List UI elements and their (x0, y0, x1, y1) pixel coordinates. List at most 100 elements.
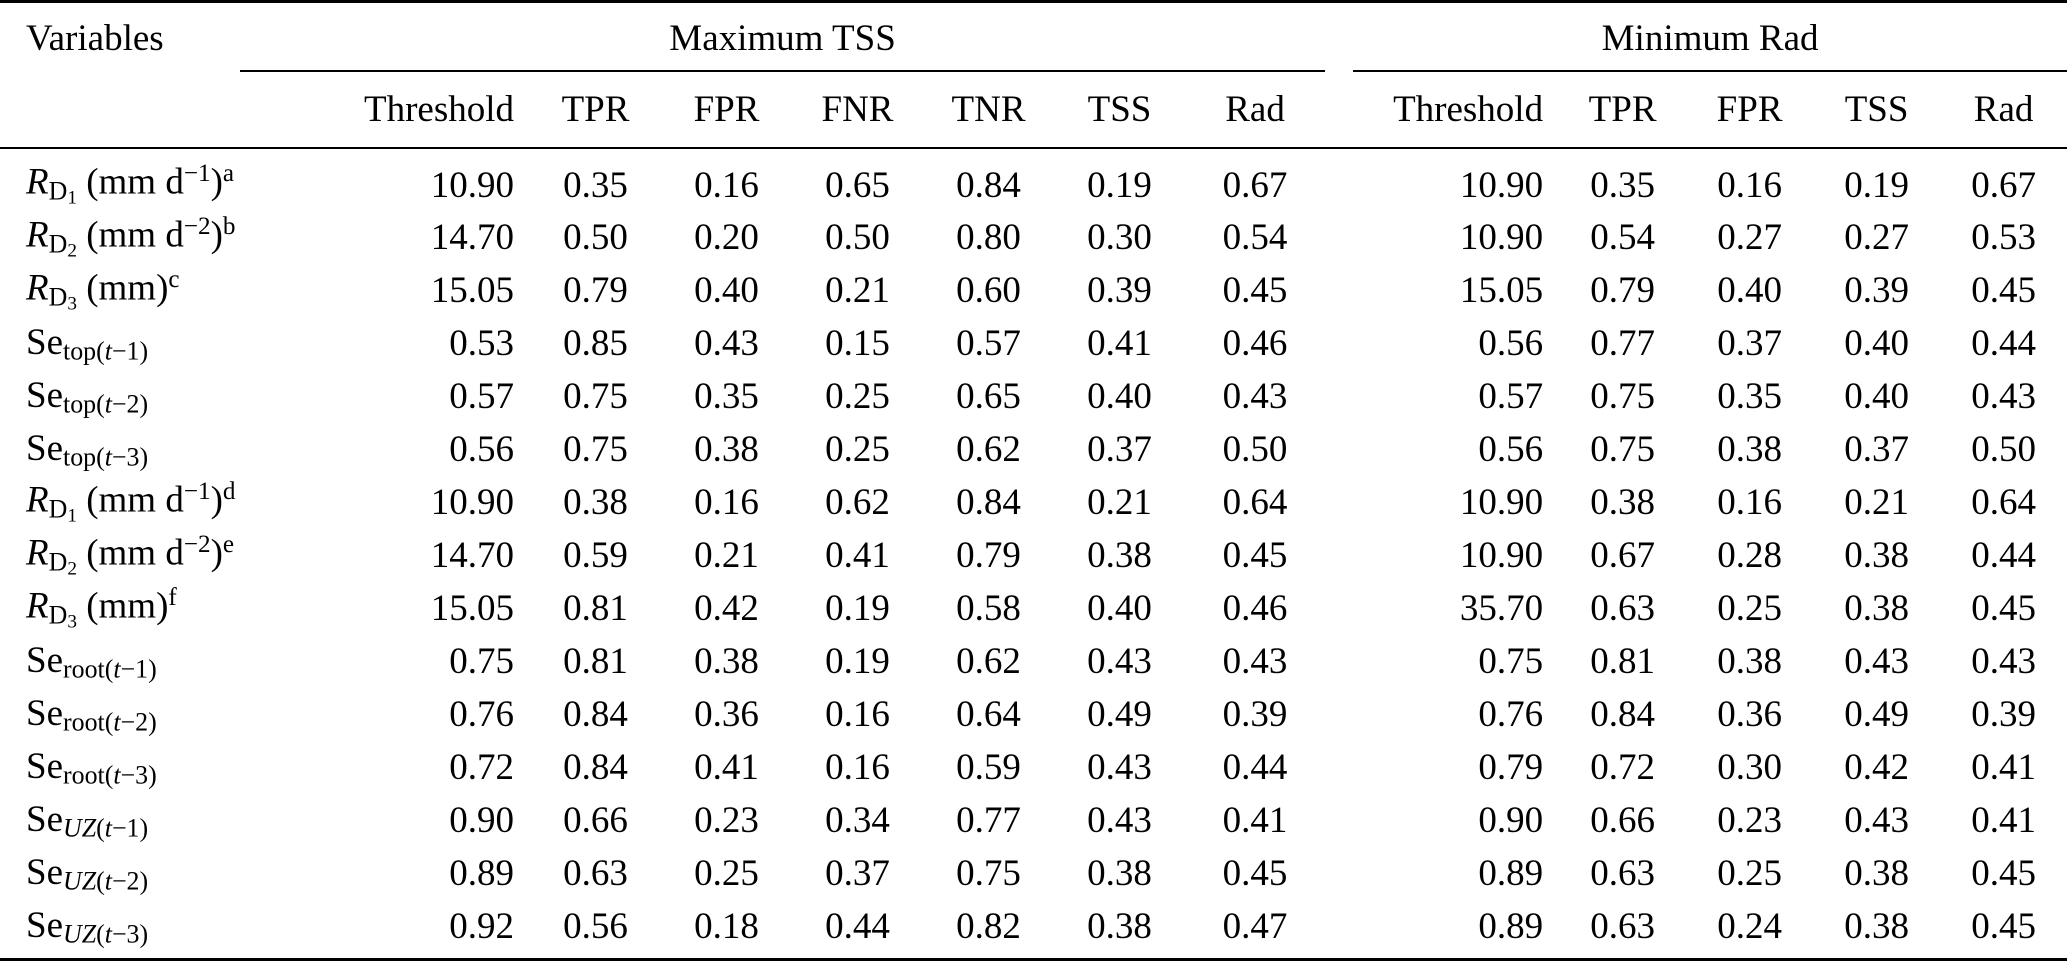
cell-min-threshold: 0.76 (1478, 694, 1544, 735)
cell-max-fnr: 0.21 (825, 270, 890, 311)
cell-min-tpr: 0.77 (1590, 323, 1655, 364)
cell-max-tnr: 0.62 (956, 641, 1021, 682)
cell-min-tss: 0.49 (1844, 694, 1909, 735)
variable-label-segment: e (222, 530, 235, 558)
cell-min-tpr: 0.63 (1590, 853, 1655, 894)
cell-min-threshold: 0.57 (1478, 376, 1544, 417)
variable-label-segment: D (48, 281, 68, 311)
variable-label-segment: t (113, 654, 121, 684)
cell-min-rad: 0.43 (1971, 641, 2036, 682)
cell-min-rad: 0.41 (1971, 747, 2036, 788)
cell-min-fpr: 0.40 (1717, 270, 1782, 311)
table-row: SeUZ(t−2) 0.89 0.63 0.25 0.37 0.75 0.38 0.45 0.8… (0, 847, 2067, 900)
cell-max-rad: 0.43 (1222, 376, 1288, 417)
cell-min-fpr: 0.25 (1717, 588, 1782, 629)
cell-min-rad: 0.44 (1971, 323, 2036, 364)
cell-max-rad: 0.46 (1222, 323, 1288, 364)
cell-max-fnr: 0.19 (825, 588, 890, 629)
table-row: SeUZ(t−3) 0.92 0.56 0.18 0.44 0.82 0.38 0.47 0.8… (0, 900, 2067, 961)
cell-max-tss: 0.37 (1087, 429, 1152, 470)
cell-min-threshold: 10.90 (1459, 217, 1544, 258)
table-row: RD2 (mm d−2)e 14.70 0.59 0.21 0.41 0.79 0.38 0.… (0, 529, 2067, 582)
column-gap (1325, 317, 1353, 370)
cell-max-threshold: 15.05 (430, 270, 514, 311)
variable-label-segment: (mm d (76, 214, 184, 256)
column-gap (1325, 423, 1353, 476)
cell-min-rad: 0.45 (1971, 588, 2036, 629)
variable-label-segment: D (48, 493, 68, 523)
cell-max-rad: 0.64 (1222, 482, 1288, 523)
cell-min-tss: 0.37 (1844, 429, 1909, 470)
table-row: RD1 (mm d−1)d 10.90 0.38 0.16 0.62 0.84 0.21 0.… (0, 476, 2067, 529)
cell-min-rad: 0.39 (1971, 694, 2036, 735)
cell-min-rad: 0.43 (1971, 376, 2036, 417)
cell-min-threshold: 0.56 (1478, 323, 1544, 364)
column-gap (1325, 900, 1354, 961)
cell-min-rad: 0.45 (1971, 853, 2036, 894)
cell-max-tss: 0.43 (1087, 641, 1152, 682)
table-body: RD1 (mm d−1)a 10.90 0.35 0.16 0.65 0.84 0.19 0.… (0, 148, 2067, 961)
cell-max-threshold: 10.90 (430, 164, 514, 206)
cell-max-tpr: 0.35 (563, 164, 628, 206)
column-gap (1325, 148, 1353, 211)
cell-min-threshold: 0.56 (1478, 429, 1544, 470)
variable-label: SeUZ(t−1) (0, 794, 240, 847)
column-gap (1325, 582, 1353, 635)
cell-max-fnr: 0.25 (825, 376, 890, 417)
cell-max-threshold: 0.56 (449, 429, 514, 470)
cell-min-fpr: 0.30 (1717, 747, 1782, 788)
cell-min-threshold: 10.90 (1459, 535, 1544, 576)
variable-label-segment: t (104, 866, 112, 896)
cell-max-fnr: 0.15 (825, 323, 890, 364)
cell-max-tnr: 0.82 (923, 900, 1054, 961)
col-header-min-tss: TSS (1813, 71, 1941, 149)
cell-max-tnr: 0.59 (956, 747, 1021, 788)
cell-min-tpr: 0.35 (1590, 164, 1655, 206)
cell-max-tnr: 0.65 (956, 376, 1021, 417)
variable-label-segment: t (104, 442, 112, 472)
cell-max-tpr: 0.85 (563, 323, 628, 364)
cell-max-tnr: 0.62 (956, 429, 1021, 470)
cell-max-threshold: 0.90 (449, 800, 514, 841)
variable-label-segment: 2 (67, 240, 77, 262)
cell-max-fpr: 0.42 (694, 588, 759, 629)
table-row: RD3 (mm)f 15.05 0.81 0.42 0.19 0.58 0.40 0.46 35… (0, 582, 2067, 635)
cell-min-tss: 0.40 (1844, 376, 1909, 417)
cell-min-fpr: 0.25 (1717, 853, 1782, 894)
group-gap (1325, 1, 1354, 149)
variable-label-segment: −2 (183, 530, 211, 558)
variable-label-segment: Se (26, 374, 63, 416)
variable-label: RD2 (mm d−2)e (0, 529, 240, 582)
cell-max-rad: 0.50 (1222, 429, 1288, 470)
cell-min-tpr: 0.79 (1590, 270, 1655, 311)
table-row: Setop(t−1) 0.53 0.85 0.43 0.15 0.57 0.41 0.46 0.… (0, 317, 2067, 370)
variable-label-segment: R (26, 479, 49, 521)
variable-label-segment: ) (210, 532, 223, 574)
cell-max-tnr: 0.58 (956, 588, 1021, 629)
cell-max-tpr: 0.38 (563, 482, 628, 523)
variable-label-segment: −1) (111, 813, 149, 843)
cell-min-threshold: 10.90 (1459, 482, 1544, 523)
variable-label-segment: −3) (120, 760, 157, 790)
variable-label-segment: t (104, 813, 112, 843)
table-row: RD1 (mm d−1)a 10.90 0.35 0.16 0.65 0.84 0.19 0.… (0, 148, 2067, 211)
variable-label: SeUZ(t−3) (0, 900, 240, 961)
cell-max-tnr: 0.75 (956, 853, 1021, 894)
cell-max-fnr: 0.37 (825, 853, 890, 894)
cell-max-tss: 0.30 (1087, 217, 1152, 258)
cell-max-rad: 0.43 (1222, 641, 1288, 682)
cell-max-threshold: 0.92 (240, 900, 530, 961)
variable-label-segment: UZ (63, 866, 97, 896)
cell-max-tss: 0.43 (1087, 800, 1152, 841)
column-gap (1325, 370, 1353, 423)
col-header-max-tnr: TNR (923, 71, 1054, 149)
table-row: Seroot(t−1) 0.75 0.81 0.38 0.19 0.62 0.43 0.43 0… (0, 635, 2067, 688)
variable-label: SeUZ(t−2) (0, 847, 240, 900)
variable-label-segment: Se (26, 692, 63, 734)
table-row: SeUZ(t−1) 0.90 0.66 0.23 0.34 0.77 0.43 0.41 0.9… (0, 794, 2067, 847)
cell-max-fpr: 0.16 (694, 482, 759, 523)
variable-label-segment: R (26, 585, 49, 627)
col-header-max-fnr: FNR (792, 71, 923, 149)
variable-label-segment: 3 (67, 293, 77, 315)
cell-max-rad: 0.45 (1222, 853, 1288, 894)
